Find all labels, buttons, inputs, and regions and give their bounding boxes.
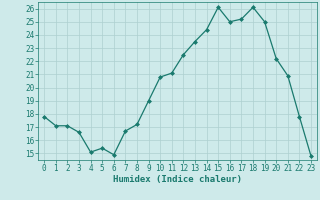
X-axis label: Humidex (Indice chaleur): Humidex (Indice chaleur) — [113, 175, 242, 184]
